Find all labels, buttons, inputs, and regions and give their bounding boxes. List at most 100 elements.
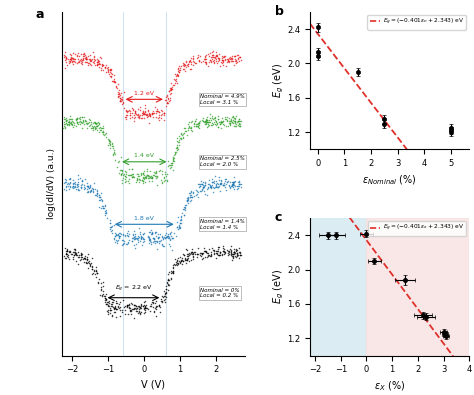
Point xyxy=(121,114,128,120)
Point xyxy=(146,168,154,174)
Point xyxy=(146,303,154,309)
Point xyxy=(195,58,203,64)
Point xyxy=(66,56,74,62)
Point xyxy=(190,252,197,259)
Point xyxy=(87,119,95,125)
Point xyxy=(236,249,243,256)
Point xyxy=(187,188,195,194)
Point xyxy=(209,247,217,253)
Point xyxy=(139,231,146,237)
Point xyxy=(113,306,121,312)
Point xyxy=(115,87,123,93)
Point xyxy=(145,306,152,312)
Point xyxy=(179,258,186,264)
Point xyxy=(184,121,192,127)
Point xyxy=(91,60,98,66)
Point xyxy=(147,175,155,181)
Point xyxy=(134,233,142,239)
Point xyxy=(97,280,104,286)
Point xyxy=(225,115,233,122)
Point xyxy=(103,299,111,305)
Point xyxy=(183,256,191,263)
Point xyxy=(108,143,116,150)
Point xyxy=(151,103,159,110)
Point xyxy=(203,124,211,130)
Point xyxy=(108,307,115,314)
Point xyxy=(74,187,82,193)
Point xyxy=(71,246,79,253)
Point xyxy=(173,233,180,239)
Point xyxy=(231,178,239,184)
Point xyxy=(172,150,179,157)
Point xyxy=(96,60,103,67)
Point xyxy=(62,115,70,121)
Point xyxy=(227,56,234,62)
Point xyxy=(173,143,181,150)
Point xyxy=(69,177,76,184)
Point xyxy=(224,250,232,257)
Point xyxy=(93,190,101,197)
Point xyxy=(216,181,224,188)
Point xyxy=(198,181,205,188)
Point xyxy=(225,248,232,255)
Point xyxy=(93,122,100,129)
Point xyxy=(150,109,157,116)
Point xyxy=(208,122,215,128)
Point xyxy=(69,184,76,190)
Point xyxy=(210,60,218,66)
Point xyxy=(152,170,160,176)
Text: a: a xyxy=(36,8,45,21)
Point xyxy=(100,128,107,135)
Point xyxy=(146,113,154,119)
Point xyxy=(169,162,176,168)
Point xyxy=(235,249,243,256)
Point xyxy=(121,233,129,239)
Point xyxy=(175,225,183,231)
Point xyxy=(76,116,84,122)
Point xyxy=(130,228,138,234)
Point xyxy=(128,166,136,172)
Point xyxy=(85,116,93,122)
Point xyxy=(109,309,117,315)
Point xyxy=(102,301,110,307)
Point xyxy=(176,225,184,231)
Point xyxy=(197,253,205,259)
Point xyxy=(201,188,208,194)
Point xyxy=(201,180,209,186)
Point xyxy=(234,252,241,259)
Point xyxy=(106,226,114,232)
Point xyxy=(233,51,240,58)
Point xyxy=(64,247,71,254)
Point xyxy=(69,122,76,128)
Point xyxy=(107,74,115,80)
Point xyxy=(163,96,170,103)
Point xyxy=(196,53,204,60)
Point xyxy=(80,120,87,127)
Point xyxy=(182,204,189,211)
Point xyxy=(85,62,92,68)
Point xyxy=(91,192,99,199)
Point xyxy=(202,59,210,65)
Point xyxy=(167,90,175,96)
Point xyxy=(209,245,216,251)
Point xyxy=(204,123,212,129)
Point xyxy=(180,212,187,218)
Point xyxy=(182,202,190,209)
Point xyxy=(155,303,163,309)
Point xyxy=(81,186,88,192)
Point xyxy=(131,233,138,239)
Point xyxy=(148,229,155,236)
Point xyxy=(172,149,180,155)
Point xyxy=(190,256,197,262)
Point xyxy=(189,53,196,59)
Point xyxy=(228,249,235,256)
Point xyxy=(229,252,237,259)
Point xyxy=(174,66,182,72)
Point xyxy=(116,91,123,97)
Point xyxy=(89,271,96,277)
Point xyxy=(170,155,177,161)
Point xyxy=(79,119,87,125)
Point xyxy=(172,256,179,262)
Point xyxy=(193,123,201,130)
Point xyxy=(135,309,143,316)
